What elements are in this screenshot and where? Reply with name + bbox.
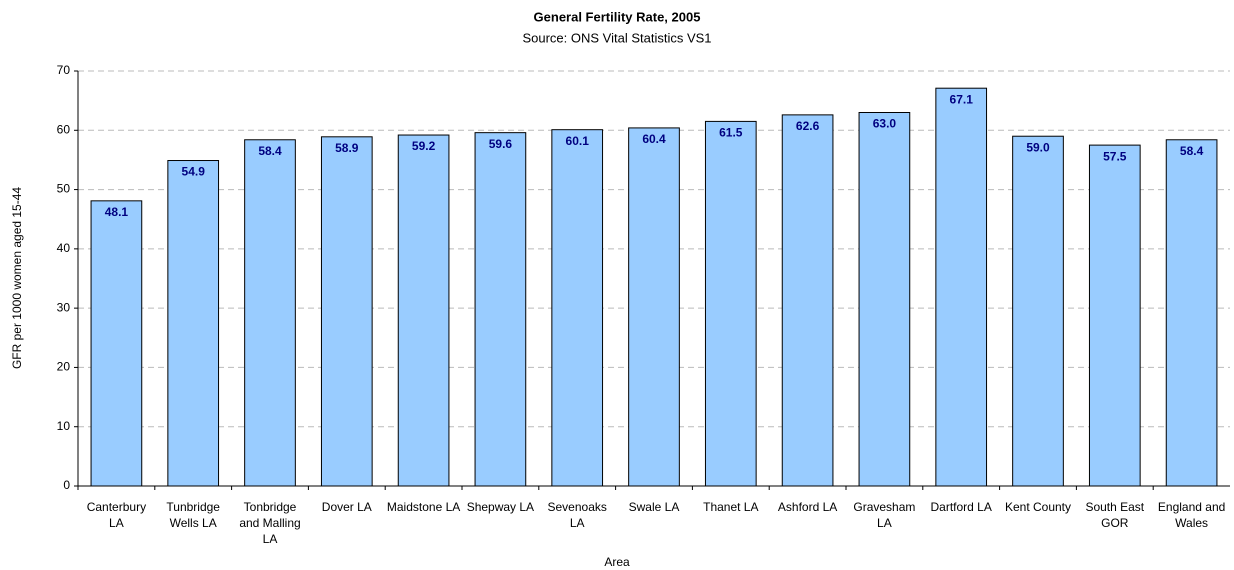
x-tick-label: Ashford LA bbox=[777, 500, 838, 514]
bar bbox=[244, 139, 296, 487]
data-label: 67.1 bbox=[950, 92, 974, 106]
bar bbox=[1165, 139, 1218, 487]
x-tick-label: Tunbridge Wells LA bbox=[166, 500, 220, 530]
x-tick-label: Canterbury LA bbox=[86, 500, 147, 530]
y-tick-label: 20 bbox=[57, 360, 71, 374]
data-label: 61.5 bbox=[719, 126, 743, 140]
y-tick-label: 60 bbox=[57, 122, 71, 136]
bar bbox=[858, 112, 911, 487]
chart-subtitle: Source: ONS Vital Statistics VS1 bbox=[522, 30, 711, 45]
x-tick-label: South East GOR bbox=[1085, 500, 1145, 530]
y-tick-label: 30 bbox=[57, 300, 71, 314]
y-tick-label: 70 bbox=[57, 63, 71, 77]
x-tick-label: Sevenoaks LA bbox=[547, 500, 607, 530]
chart-title: General Fertility Rate, 2005 bbox=[534, 9, 701, 24]
bar bbox=[397, 134, 450, 487]
x-tick-label: Tonbridge and Malling LA bbox=[239, 500, 301, 546]
x-tick-label: Shepway LA bbox=[466, 500, 535, 514]
x-tick-label: Maidstone LA bbox=[386, 500, 461, 514]
data-label: 58.4 bbox=[1180, 144, 1204, 158]
y-tick-label: 40 bbox=[57, 241, 71, 255]
data-label: 57.5 bbox=[1103, 149, 1127, 163]
data-label: 48.1 bbox=[105, 205, 129, 219]
bar bbox=[551, 129, 604, 487]
data-label: 60.1 bbox=[566, 134, 590, 148]
y-tick-label: 0 bbox=[63, 478, 70, 492]
data-label: 59.6 bbox=[489, 137, 513, 151]
bar bbox=[704, 120, 757, 487]
x-tick-label: Swale LA bbox=[628, 500, 680, 514]
bar bbox=[1012, 135, 1064, 487]
y-tick-label: 50 bbox=[57, 182, 71, 196]
x-tick-label: Dover LA bbox=[321, 500, 372, 514]
y-tick-label: 10 bbox=[57, 419, 71, 433]
bar bbox=[167, 160, 220, 487]
data-label: 62.6 bbox=[796, 119, 820, 133]
bar bbox=[935, 87, 988, 487]
data-label: 60.4 bbox=[642, 132, 666, 146]
data-label: 54.9 bbox=[182, 165, 206, 179]
bar bbox=[320, 136, 373, 487]
bar bbox=[90, 200, 143, 487]
y-axis-title: GFR per 1000 women aged 15-44 bbox=[10, 187, 24, 369]
data-label: 59.2 bbox=[412, 139, 436, 153]
bar bbox=[1088, 144, 1141, 487]
bar bbox=[781, 114, 834, 487]
x-tick-label: England and Wales bbox=[1157, 500, 1226, 530]
x-tick-label: Gravesham LA bbox=[853, 500, 916, 530]
x-tick-label: Thanet LA bbox=[703, 500, 759, 514]
data-label: 63.0 bbox=[873, 117, 897, 131]
bar bbox=[474, 132, 527, 487]
bar bbox=[628, 127, 680, 487]
x-axis-title: Area bbox=[604, 555, 630, 569]
data-label: 58.9 bbox=[335, 141, 359, 155]
data-label: 59.0 bbox=[1026, 140, 1050, 154]
x-tick-label: Kent County bbox=[1004, 500, 1072, 514]
data-label: 58.4 bbox=[258, 144, 282, 158]
x-tick-label: Dartford LA bbox=[930, 500, 992, 514]
